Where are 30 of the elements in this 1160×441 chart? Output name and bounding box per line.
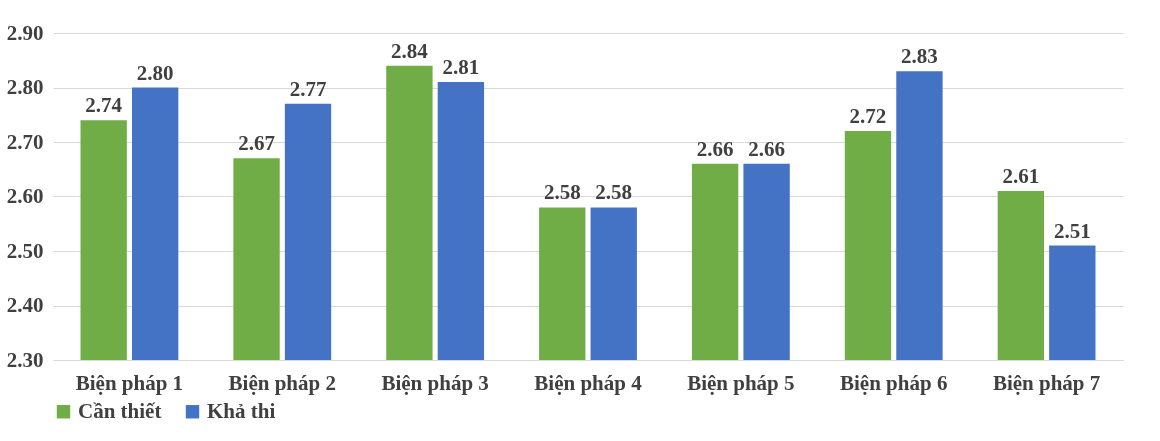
data-label: 2.77	[289, 76, 327, 101]
x-tick-label: Biện pháp 6	[840, 370, 948, 395]
y-tick-label: 2.50	[6, 238, 44, 263]
x-tick-label: Biện pháp 1	[75, 370, 184, 395]
data-label: 2.61	[1002, 164, 1040, 189]
data-label: 2.66	[748, 136, 785, 161]
x-tick-label: Biện pháp 4	[534, 370, 643, 395]
legend-label: Cần thiết	[78, 398, 162, 423]
y-tick-label: 2.70	[6, 129, 44, 154]
y-tick-label: 2.80	[6, 75, 44, 99]
data-label: 2.83	[901, 44, 938, 69]
data-label: 2.74	[85, 93, 123, 118]
x-tick-label: Biện pháp 7	[992, 370, 1101, 395]
legend-label: Khả thi	[207, 398, 276, 423]
data-label: 2.67	[238, 131, 275, 156]
data-label: 2.51	[1053, 218, 1091, 243]
data-label: 2.72	[849, 104, 887, 129]
data-label: 2.84	[391, 38, 429, 63]
data-label: 2.80	[136, 60, 174, 85]
y-tick-label: 2.60	[6, 184, 44, 208]
y-tick-label: 2.40	[6, 293, 44, 317]
data-label: 2.81	[442, 55, 480, 80]
x-tick-label: Biện pháp 2	[228, 370, 336, 395]
x-tick-label: Biện pháp 5	[687, 370, 795, 395]
y-tick-label: 2.30	[6, 347, 44, 372]
y-tick-label: 2.90	[6, 20, 44, 45]
x-tick-label: Biện pháp 3	[381, 370, 489, 395]
data-label: 2.66	[696, 136, 734, 161]
data-label: 2.58	[595, 180, 633, 205]
data-label: 2.58	[543, 180, 581, 205]
